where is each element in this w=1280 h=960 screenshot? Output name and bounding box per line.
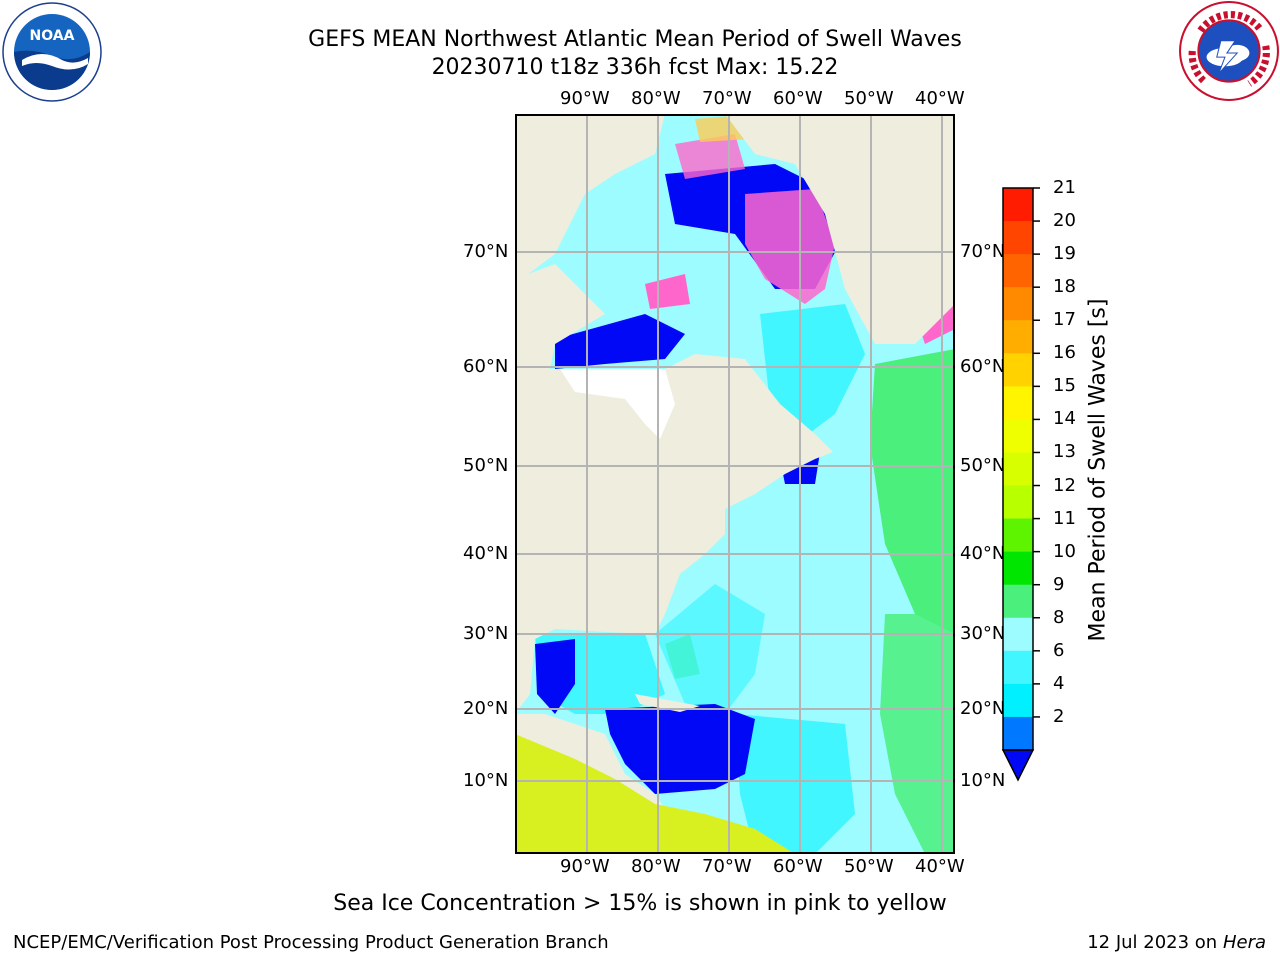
lat-label-right: 20°N — [960, 698, 1006, 719]
colorbar — [1001, 187, 1040, 782]
colorbar-tick-label: 2 — [1053, 705, 1065, 727]
colorbar-frame — [1002, 187, 1034, 751]
colorbar-segment — [1003, 452, 1033, 487]
lon-label-bottom: 70°W — [702, 856, 752, 877]
lat-label-left: 60°N — [463, 356, 509, 377]
lon-label-top: 60°W — [773, 88, 823, 109]
colorbar-segment — [1003, 386, 1033, 420]
lon-label-top: 80°W — [631, 88, 681, 109]
greenland-land — [725, 114, 955, 344]
colorbar-segment — [1003, 551, 1033, 586]
date-text: 12 Jul 2023 on — [1087, 932, 1223, 953]
lon-label-top: 50°W — [844, 88, 894, 109]
cyan-swell-zone — [760, 304, 865, 444]
colorbar-tick-label: 19 — [1053, 243, 1076, 265]
lat-label-left: 20°N — [463, 698, 509, 719]
lat-label-left: 10°N — [463, 770, 509, 791]
gulf-blue-zone — [535, 639, 575, 714]
colorbar-segment — [1003, 419, 1033, 453]
nws-logo — [1179, 1, 1279, 101]
colorbar-tick-label: 15 — [1053, 375, 1076, 397]
arctic-islands-land — [515, 114, 665, 284]
lat-label-left: 50°N — [463, 455, 509, 476]
map-subtitle: 20230710 t18z 336h fcst Max: 15.22 — [431, 55, 839, 80]
cyan-swell-zone — [655, 584, 765, 714]
cuba-land — [635, 694, 700, 712]
colorbar-tick-label: 8 — [1053, 606, 1065, 628]
no-data-region — [560, 369, 675, 439]
lon-label-top: 70°W — [702, 88, 752, 109]
colorbar-tick-label: 14 — [1053, 408, 1076, 430]
lat-label-right: 50°N — [960, 455, 1006, 476]
lat-label-right: 70°N — [960, 241, 1006, 262]
map-title: GEFS MEAN Northwest Atlantic Mean Period… — [308, 27, 962, 52]
colorbar-tick-label: 11 — [1053, 507, 1076, 529]
colorbar-segment — [1003, 518, 1033, 553]
colorbar-tick-label: 10 — [1053, 540, 1076, 562]
colorbar-title: Mean Period of Swell Waves [s] — [1085, 298, 1111, 642]
colorbar-tick-label: 4 — [1053, 672, 1065, 694]
colorbar-segment — [1003, 353, 1033, 387]
colorbar-tick-label: 17 — [1053, 309, 1076, 331]
colorbar-tick-label: 21 — [1053, 177, 1076, 198]
central-america-land — [515, 714, 665, 809]
lon-label-bottom: 80°W — [631, 856, 681, 877]
credit-line: NCEP/EMC/Verification Post Processing Pr… — [13, 932, 609, 953]
colorbar-tick-label: 12 — [1053, 474, 1076, 496]
host-name: Hera — [1222, 932, 1266, 953]
lon-label-bottom: 50°W — [844, 856, 894, 877]
lon-label-top: 90°W — [560, 88, 610, 109]
cyan-swell-zone — [735, 714, 855, 854]
colorbar-segment — [1003, 617, 1033, 652]
lat-label-right: 30°N — [960, 623, 1006, 644]
sea-ice-pink — [645, 274, 690, 309]
sea-ice-pink — [675, 134, 745, 179]
colorbar-tick-label: 16 — [1053, 342, 1076, 364]
lon-label-bottom: 60°W — [773, 856, 823, 877]
colorbar-segment — [1003, 716, 1033, 751]
lat-label-right: 40°N — [960, 543, 1006, 564]
swell-period-map — [515, 114, 955, 854]
noaa-logo: NOAA — [2, 2, 102, 102]
lat-label-left: 70°N — [463, 241, 509, 262]
colorbar-segment — [1003, 287, 1033, 321]
colorbar-tick-label: 18 — [1053, 276, 1076, 298]
lon-label-bottom: 40°W — [915, 856, 965, 877]
lat-label-right: 10°N — [960, 770, 1006, 791]
green-swell-zone — [870, 349, 955, 634]
sea-ice-note: Sea Ice Concentration > 15% is shown in … — [333, 891, 947, 916]
lat-label-right: 60°N — [960, 356, 1006, 377]
colorbar-segment — [1003, 650, 1033, 685]
lon-label-top: 40°W — [915, 88, 965, 109]
colorbar-tick-label: 9 — [1053, 573, 1065, 595]
colorbar-tick-label: 20 — [1053, 210, 1076, 232]
graticule — [515, 114, 955, 854]
sea-ice-pink — [745, 189, 835, 304]
lat-label-left: 30°N — [463, 623, 509, 644]
colorbar-tick-label: 6 — [1053, 639, 1065, 661]
south-america-land — [515, 734, 795, 854]
colorbar-segment — [1003, 221, 1033, 255]
date-line: 12 Jul 2023 on Hera — [1087, 932, 1266, 954]
caribbean-blue-zone — [605, 704, 755, 794]
colorbar-segment — [1003, 320, 1033, 354]
colorbar-segment — [1003, 485, 1033, 520]
map-frame — [515, 114, 955, 854]
lat-label-left: 40°N — [463, 543, 509, 564]
svg-text:NOAA: NOAA — [30, 28, 75, 44]
colorbar-segment — [1003, 254, 1033, 288]
colorbar-segment — [1003, 584, 1033, 619]
colorbar-tick-label: 13 — [1053, 441, 1076, 463]
green-swell-zone — [880, 614, 955, 854]
lon-label-bottom: 90°W — [560, 856, 610, 877]
colorbar-under-arrow — [1001, 749, 1035, 782]
colorbar-segment — [1003, 188, 1033, 222]
colorbar-segment — [1003, 683, 1033, 718]
